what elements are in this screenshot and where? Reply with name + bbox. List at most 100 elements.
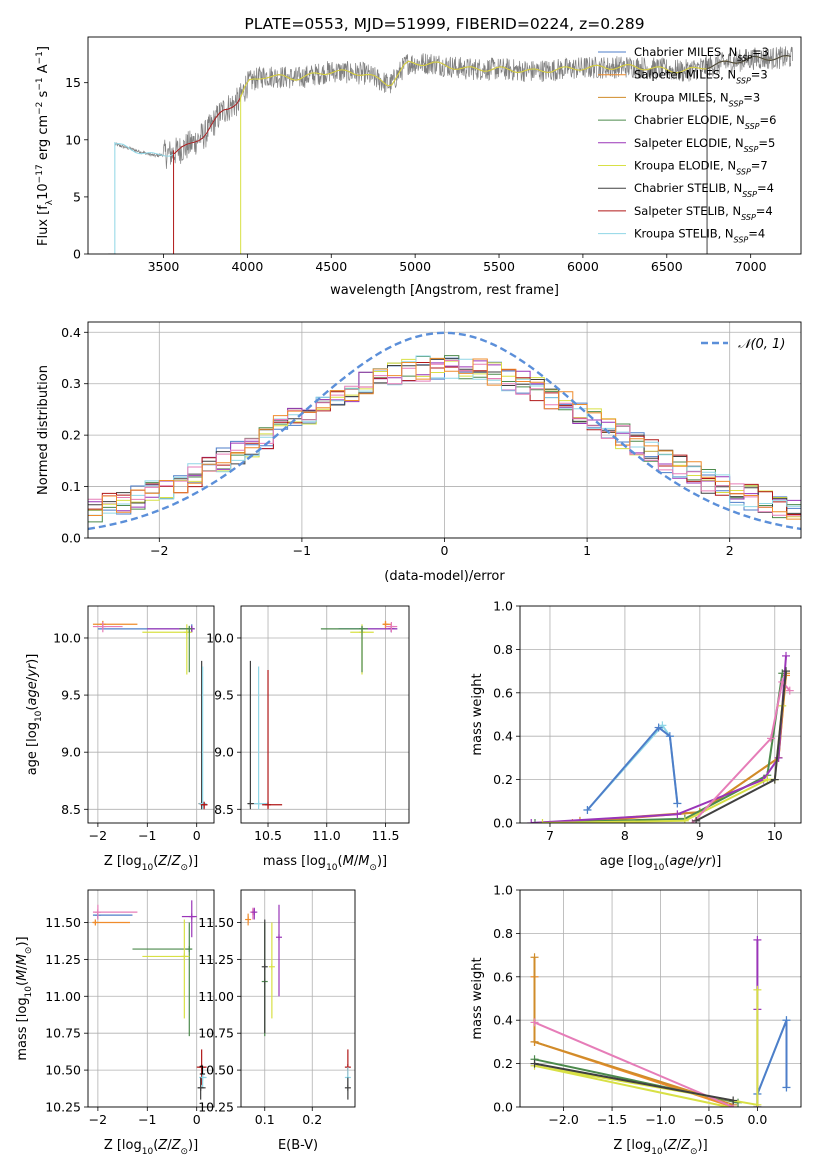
mass-weight-series (691, 679, 791, 823)
label-part: Z (171, 1138, 182, 1153)
x-tick-label: 5500 (483, 259, 515, 274)
y-tick-label: 0.1 (61, 479, 81, 494)
legend-tail: =4 (756, 204, 773, 218)
axes-frame (519, 889, 802, 1108)
y-tick-label: 0.8 (493, 926, 513, 941)
y-tick-label: 11.00 (45, 989, 81, 1004)
axes-frame (87, 321, 802, 539)
mass-weight-series (534, 1021, 734, 1107)
y-tick-label: 0.4 (493, 1013, 513, 1028)
x-tick-label: 7000 (735, 259, 767, 274)
age_vs_mass-plot-area (241, 606, 409, 823)
label-part: )] (698, 1138, 708, 1153)
y-tick-label: 10 (65, 132, 81, 147)
legend-text: Salpeter ELODIE, N (634, 136, 744, 150)
mass-weight-series (579, 673, 787, 822)
y-tick-label: 8.5 (214, 802, 234, 817)
x-tick-label: −1 (138, 1112, 156, 1127)
label-part: ( (663, 1138, 668, 1153)
axes-frame (240, 605, 410, 824)
y-tick-label: 0.8 (493, 642, 513, 657)
label-part: ( (153, 854, 158, 869)
legend-label: Chabrier MILES, NSSP=3 (634, 45, 769, 63)
gaussian-curve (88, 331, 801, 531)
x-tick-label: 9 (696, 828, 704, 843)
label-part: 10 (651, 1147, 663, 1157)
y-tick-label: 9.5 (61, 688, 81, 703)
y-axis-label: mass [log10(M/M⊙)] (15, 936, 34, 1060)
label-part: ] (36, 46, 51, 51)
legend-text: Salpeter STELIB, N (634, 204, 741, 218)
label-part: age (25, 681, 40, 705)
residual_histogram-plot-area (88, 322, 801, 538)
legend-label: Chabrier STELIB, NSSP=4 (634, 181, 774, 199)
legend-text: Kroupa STELIB, N (634, 227, 734, 241)
y-tick-label: 11.25 (198, 952, 234, 967)
label-part: −2 (35, 102, 45, 115)
legend-label: Kroupa ELODIE, NSSP=7 (634, 159, 768, 177)
label-part: / (167, 854, 172, 869)
x-axis-label: Z [log10(Z/Z⊙)] (613, 1138, 707, 1157)
x-tick-label: 0 (441, 543, 449, 558)
x-tick-label: −2 (150, 543, 168, 558)
x-tick-label: 0 (193, 828, 201, 843)
x-tick-label: 1 (583, 543, 591, 558)
legend-subscript: SSP (736, 76, 751, 85)
mass_vs_ebv-plot-area (241, 890, 355, 1107)
x-tick-label: −1.0 (645, 1112, 675, 1127)
x-tick-label: −2 (89, 1112, 107, 1127)
y-tick-label: 0.2 (493, 772, 513, 787)
mass_weight_vs_Z-plot-area (520, 890, 801, 1107)
legend-text: Chabrier ELODIE, N (634, 113, 745, 127)
legend-subscript: SSP (742, 190, 757, 199)
label-part: yr (25, 662, 40, 678)
x-tick-label: 11.0 (313, 828, 341, 843)
legend-label: 𝒩(0, 1) (738, 337, 785, 352)
y-tick-label: 11.50 (198, 915, 234, 930)
label-part: 10 (24, 986, 34, 998)
mass-weight-series (534, 673, 784, 823)
legend-text: Chabrier STELIB, N (634, 181, 742, 195)
label-part: −1 (35, 51, 45, 64)
x-tick-label: −2 (89, 828, 107, 843)
label-part: Z (667, 1138, 678, 1153)
label-part: )] (711, 854, 721, 869)
mass-weight-series (534, 1062, 734, 1102)
x-axis-label: (data-model)/error (384, 569, 505, 584)
y-tick-label: 0 (73, 247, 81, 262)
legend-tail: =3 (751, 68, 768, 82)
label-part: / (25, 676, 40, 681)
label-part: / (694, 854, 699, 869)
label-part: ( (153, 1138, 158, 1153)
x-tick-label: 4500 (315, 259, 347, 274)
y-tick-label: 10.0 (53, 630, 81, 645)
legend-text: Kroupa ELODIE, N (634, 159, 736, 173)
legend-tail: =7 (751, 159, 768, 173)
y-tick-label: 0.0 (493, 816, 513, 831)
label-part: M (15, 954, 30, 965)
label-part: / (167, 1138, 172, 1153)
residual_histogram-axes: −2 −1 0 1 2 0.0 0.1 0.2 0.3 0.4 𝒩(0, 1) (data-model… (36, 321, 802, 584)
x-tick-label: 10 (767, 828, 783, 843)
mass-weight-series (534, 989, 759, 1107)
y-tick-label: 10.50 (45, 1063, 81, 1078)
label-part: )] (377, 854, 387, 869)
mass-weight-series (572, 675, 787, 823)
observed-spectrum-line (114, 46, 793, 169)
x-tick-label: 5000 (399, 259, 431, 274)
x-tick-label: −1 (293, 543, 311, 558)
label-part: 10 (142, 863, 154, 873)
label-part: )] (188, 854, 198, 869)
label-part: −17 (35, 164, 45, 183)
y-tick-label: 10.75 (198, 1026, 234, 1041)
spectrum-axes: 3500 4000 4500 5000 5500 6000 6500 7000 0 5 10 15 wa… (35, 36, 802, 298)
y-tick-label: 8.5 (61, 802, 81, 817)
label-part: M (15, 970, 30, 981)
y-tick-label: 0.6 (493, 685, 513, 700)
axes-frame (519, 605, 802, 824)
model-spectrum-line (114, 54, 791, 254)
label-part: M (358, 854, 369, 869)
label-part: age [log (600, 854, 653, 869)
